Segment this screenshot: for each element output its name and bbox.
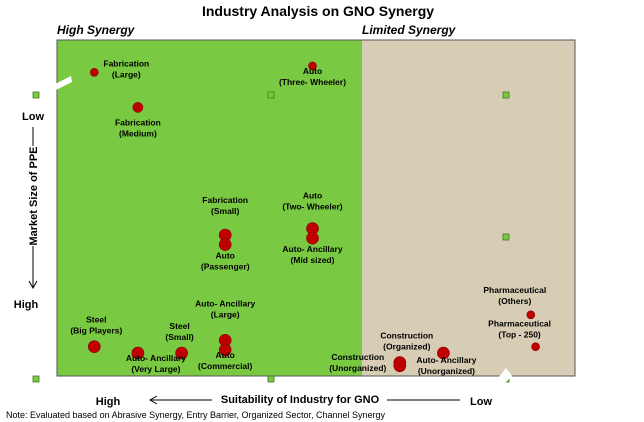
y-axis-arrow xyxy=(28,280,38,290)
data-label-line: Auto- Ancillary xyxy=(195,298,255,308)
y-axis-title: Market Size of PPE xyxy=(28,146,40,245)
data-label-line: (Two- Wheeler) xyxy=(282,202,342,212)
data-point xyxy=(526,310,536,320)
data-point xyxy=(132,102,144,113)
data-label-line: (Top - 250) xyxy=(498,330,541,340)
data-label: Auto- Ancillary (Unorganized) xyxy=(416,355,476,376)
data-point xyxy=(437,346,450,360)
grid-marker xyxy=(502,233,510,241)
data-label: Steel (Big Players) xyxy=(70,315,122,336)
data-label: Auto- Ancillary (Mid sized) xyxy=(282,244,342,265)
data-label-line: Auto xyxy=(216,251,235,261)
data-label: Pharmaceutical (Top - 250) xyxy=(488,319,551,340)
plot-border xyxy=(56,39,576,377)
data-label-line: (Medium) xyxy=(119,128,157,138)
x-right-label: Low xyxy=(470,396,492,408)
data-label: Auto- Ancillary (Large) xyxy=(195,298,255,319)
footnote: Note: Evaluated based on Abrasive Synerg… xyxy=(6,410,386,420)
data-label-line: Auto xyxy=(303,191,322,201)
connector-accent xyxy=(55,76,72,90)
data-label-line: (Small) xyxy=(211,206,240,216)
data-label-line: (Big Players) xyxy=(70,326,122,336)
data-label-line: (Commercial) xyxy=(198,361,252,371)
data-label-line: Fabrication xyxy=(103,58,149,68)
data-label-line: Construction xyxy=(331,352,384,362)
data-label-line: Auto xyxy=(216,350,235,360)
data-label-line: (Large) xyxy=(211,309,240,319)
data-label: Auto (Two- Wheeler) xyxy=(282,191,342,212)
data-point xyxy=(306,231,319,245)
data-point xyxy=(90,68,99,77)
data-label: Auto- Ancillary (Very Large) xyxy=(126,353,186,374)
data-label-line: (Unorganized) xyxy=(418,366,475,376)
data-label-line: (Organized) xyxy=(383,342,430,352)
y-top-label: Low xyxy=(22,111,44,123)
data-label: Pharmaceutical (Others) xyxy=(483,285,546,306)
data-label-line: Construction xyxy=(380,331,433,341)
high-synergy-region xyxy=(57,40,362,376)
limited-synergy-label: Limited Synergy xyxy=(362,23,457,37)
data-point xyxy=(218,238,232,251)
data-labels: Fabrication (Large)Fabrication (Medium)Aut… xyxy=(70,58,551,376)
data-label: Fabrication (Medium) xyxy=(115,117,161,138)
data-label: Construction (Organized) xyxy=(380,331,433,352)
data-point xyxy=(175,346,188,360)
data-label-line: Fabrication xyxy=(202,195,248,205)
data-label-line: Auto- Ancillary xyxy=(282,244,342,254)
data-label-line: (Mid sized) xyxy=(291,255,335,265)
data-label: Fabrication (Small) xyxy=(202,195,248,216)
data-label-line: Steel xyxy=(86,315,106,325)
data-label-line: Pharmaceutical xyxy=(483,285,546,295)
data-label-line: (Passenger) xyxy=(201,262,250,272)
grid-marker xyxy=(502,91,510,99)
x-axis-title: Suitability of Industry for GNO xyxy=(221,394,380,406)
data-label: Steel (Small) xyxy=(165,321,194,342)
data-label-line: Fabrication xyxy=(115,117,161,127)
grid-marker xyxy=(267,91,275,99)
grid-marker xyxy=(32,91,40,99)
data-label: Auto (Passenger) xyxy=(201,251,250,272)
data-label-line: (Small) xyxy=(165,332,194,342)
data-label-line: Auto- Ancillary xyxy=(126,353,186,363)
data-point xyxy=(308,61,317,71)
limited-synergy-region xyxy=(362,40,575,376)
data-point xyxy=(393,359,407,373)
data-label-line: (Three- Wheeler) xyxy=(279,77,346,87)
connector-accent xyxy=(498,368,512,384)
chart-title: Industry Analysis on GNO Synergy xyxy=(202,3,434,19)
data-point xyxy=(218,343,232,357)
x-left-label: High xyxy=(96,396,121,408)
data-label-line: Auto xyxy=(303,66,322,76)
data-label-line: Pharmaceutical xyxy=(488,319,551,329)
data-point xyxy=(131,346,145,360)
data-label-line: (Very Large) xyxy=(131,364,180,374)
data-label-line: (Large) xyxy=(112,69,141,79)
data-label: Construction (Unorganized) xyxy=(329,352,386,373)
y-bottom-label: High xyxy=(14,299,39,311)
data-point xyxy=(531,342,540,352)
data-label-line: (Unorganized) xyxy=(329,363,386,373)
data-label: Auto (Three- Wheeler) xyxy=(279,66,346,87)
data-label-line: Auto- Ancillary xyxy=(416,355,476,365)
data-label-line: (Others) xyxy=(498,296,531,306)
high-synergy-label: High Synergy xyxy=(57,23,136,37)
data-label: Fabrication (Large) xyxy=(103,58,149,79)
x-axis-arrow xyxy=(148,395,158,405)
data-point xyxy=(88,340,101,354)
data-points xyxy=(88,61,540,373)
grid-marker xyxy=(32,375,40,383)
grid-marker xyxy=(267,375,275,383)
data-label-line: Steel xyxy=(169,321,189,331)
data-label: Auto (Commercial) xyxy=(198,350,252,371)
